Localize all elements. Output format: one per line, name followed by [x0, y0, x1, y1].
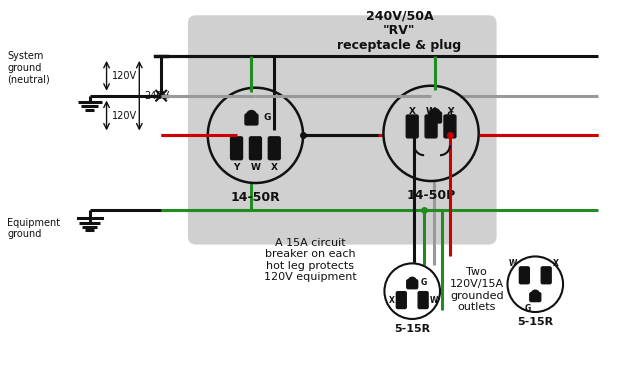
- FancyBboxPatch shape: [444, 115, 456, 138]
- Text: A 15A circuit
breaker on each
hot leg protects
120V equipment: A 15A circuit breaker on each hot leg pr…: [264, 238, 356, 283]
- Text: 14-50P: 14-50P: [407, 189, 456, 202]
- FancyBboxPatch shape: [520, 267, 529, 284]
- Circle shape: [247, 111, 257, 120]
- Text: 120V: 120V: [112, 71, 136, 81]
- FancyBboxPatch shape: [249, 137, 262, 160]
- Text: Two
120V/15A
grounded
outlets: Two 120V/15A grounded outlets: [450, 267, 504, 312]
- Circle shape: [531, 290, 539, 298]
- FancyBboxPatch shape: [396, 292, 406, 309]
- Circle shape: [383, 86, 479, 181]
- Text: 14-50R: 14-50R: [231, 191, 280, 204]
- Text: Y: Y: [447, 107, 453, 116]
- Text: System
ground
(neutral): System ground (neutral): [7, 51, 50, 84]
- FancyBboxPatch shape: [268, 137, 280, 160]
- Text: W: W: [509, 259, 518, 268]
- Circle shape: [430, 109, 440, 119]
- FancyBboxPatch shape: [541, 267, 551, 284]
- FancyBboxPatch shape: [188, 15, 497, 244]
- Text: Equipment
ground: Equipment ground: [7, 218, 60, 239]
- Text: W: W: [430, 296, 438, 305]
- Text: 240V: 240V: [144, 91, 169, 101]
- FancyBboxPatch shape: [418, 292, 428, 309]
- Circle shape: [408, 277, 416, 285]
- Circle shape: [384, 264, 440, 319]
- FancyBboxPatch shape: [245, 114, 258, 125]
- Text: X: X: [409, 107, 416, 116]
- FancyBboxPatch shape: [530, 293, 541, 302]
- Text: G: G: [420, 278, 427, 287]
- Text: Y: Y: [233, 163, 240, 172]
- Circle shape: [508, 257, 563, 312]
- Text: X: X: [271, 163, 278, 172]
- Text: G: G: [264, 113, 271, 122]
- Text: 120V: 120V: [112, 111, 136, 120]
- Text: X: X: [553, 259, 559, 268]
- FancyBboxPatch shape: [425, 115, 437, 138]
- FancyBboxPatch shape: [406, 115, 418, 138]
- FancyBboxPatch shape: [231, 137, 242, 160]
- Circle shape: [208, 88, 303, 183]
- Text: 5-15R: 5-15R: [517, 317, 553, 327]
- FancyBboxPatch shape: [428, 112, 441, 123]
- Text: W: W: [426, 107, 436, 116]
- Text: G: G: [447, 111, 454, 120]
- Text: G: G: [525, 304, 531, 313]
- FancyBboxPatch shape: [407, 280, 418, 289]
- Text: X: X: [389, 296, 394, 305]
- Text: 240V/50A
"RV"
receptacle & plug: 240V/50A "RV" receptacle & plug: [337, 9, 461, 52]
- Text: 5-15R: 5-15R: [394, 324, 430, 334]
- Text: W: W: [250, 163, 260, 172]
